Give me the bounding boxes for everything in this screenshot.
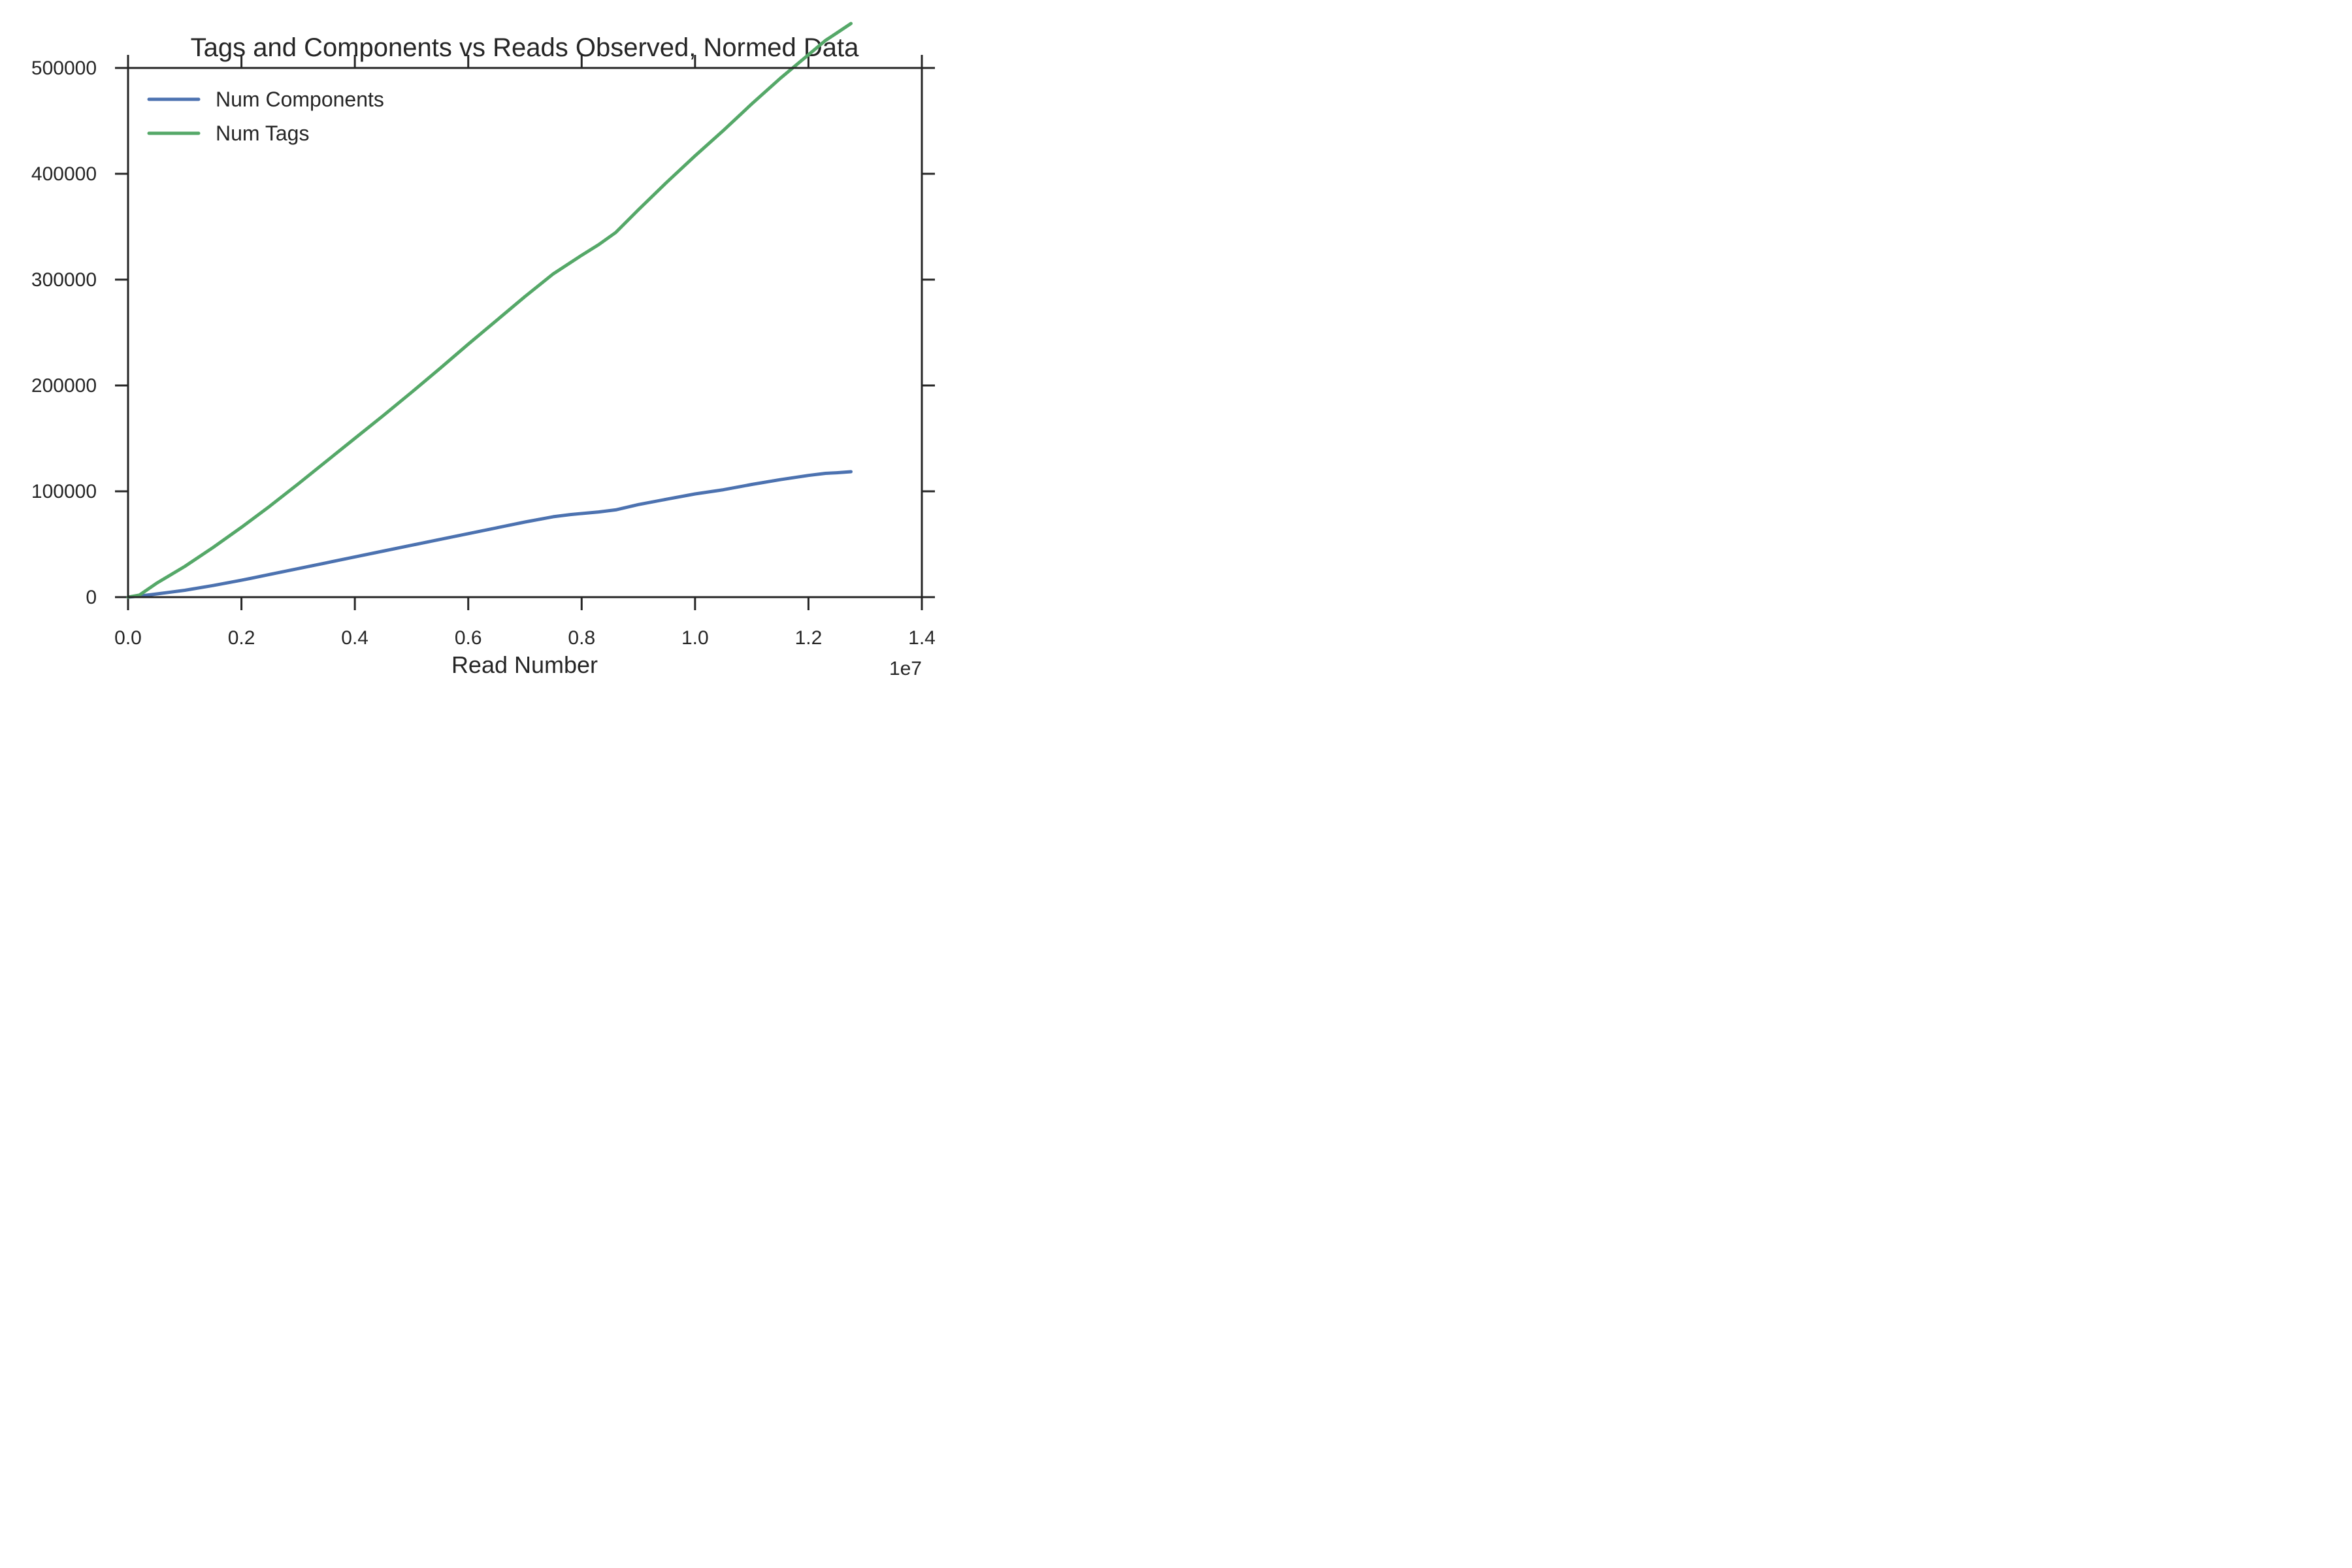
x-tick-label: 1.2: [795, 627, 823, 649]
chart-title: Tags and Components vs Reads Observed, N…: [191, 33, 859, 62]
y-tick-label: 100000: [31, 481, 97, 502]
x-tick-label: 0.2: [228, 627, 255, 649]
x-tick-label: 1.0: [681, 627, 709, 649]
legend-entry: Num Tags: [216, 122, 309, 145]
series-lines: [126, 22, 853, 599]
x-tick-label: 0.6: [455, 627, 482, 649]
line-chart: Tags and Components vs Reads Observed, N…: [31, 22, 936, 679]
y-tick-label: 0: [86, 587, 97, 608]
y-tick-label: 400000: [31, 163, 97, 185]
x-tick-label: 1.4: [908, 627, 936, 649]
x-axis-label: Read Number: [451, 651, 598, 678]
x-offset-label: 1e7: [889, 658, 922, 679]
tick-marks: [115, 55, 935, 610]
x-tick-label: 0.4: [341, 627, 368, 649]
x-tick-label: 0.0: [114, 627, 142, 649]
series-line-num-components: [126, 470, 853, 599]
plot-frame: [127, 67, 923, 598]
y-tick-label: 300000: [31, 269, 97, 291]
y-tick-label: 200000: [31, 375, 97, 397]
y-tick-label: 500000: [31, 57, 97, 79]
legend-entry: Num Components: [216, 88, 384, 111]
x-tick-label: 0.8: [568, 627, 595, 649]
legend: Num Components Num Tags: [147, 88, 384, 145]
series-line-num-tags: [126, 22, 853, 599]
tick-labels: 0.0 0.2 0.4 0.6 0.8 1.0 1.2 1.4 0 100000 200000 300…: [31, 57, 936, 649]
